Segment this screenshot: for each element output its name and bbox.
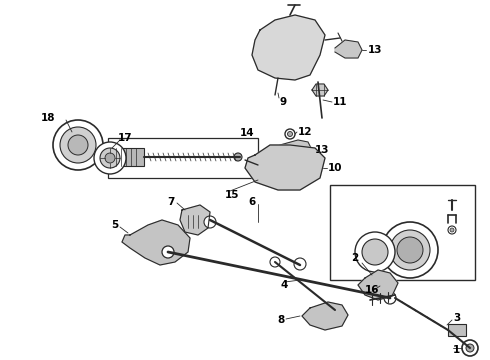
Text: 12: 12 — [298, 127, 313, 137]
Circle shape — [450, 228, 454, 232]
Text: 10: 10 — [328, 163, 343, 173]
Text: 17: 17 — [118, 133, 133, 143]
Bar — [112, 148, 144, 166]
Text: 3: 3 — [453, 313, 460, 323]
Text: 15: 15 — [225, 190, 240, 200]
Polygon shape — [335, 40, 362, 58]
Bar — [448, 324, 466, 336]
Circle shape — [466, 344, 474, 352]
Polygon shape — [252, 15, 325, 80]
Circle shape — [68, 135, 88, 155]
Polygon shape — [302, 302, 348, 330]
Circle shape — [285, 129, 295, 139]
Text: 9: 9 — [279, 97, 286, 107]
Bar — [108, 138, 258, 178]
Bar — [330, 185, 475, 280]
Text: 14: 14 — [240, 128, 255, 138]
Text: 13: 13 — [368, 45, 383, 55]
Text: 16: 16 — [365, 285, 379, 295]
Text: 6: 6 — [248, 197, 255, 207]
Polygon shape — [180, 205, 210, 235]
Polygon shape — [280, 140, 312, 158]
Circle shape — [273, 161, 287, 175]
Text: 18: 18 — [41, 113, 55, 123]
Circle shape — [266, 154, 294, 182]
Text: 11: 11 — [333, 97, 347, 107]
Circle shape — [382, 222, 438, 278]
Circle shape — [105, 153, 115, 163]
Text: 4: 4 — [280, 280, 287, 290]
Circle shape — [362, 239, 388, 265]
Circle shape — [234, 153, 242, 161]
Circle shape — [390, 230, 430, 270]
Text: 8: 8 — [278, 315, 285, 325]
Circle shape — [270, 257, 280, 267]
Circle shape — [162, 246, 174, 258]
Text: 5: 5 — [111, 220, 118, 230]
Text: 2: 2 — [351, 253, 359, 263]
Circle shape — [277, 42, 293, 58]
Text: 7: 7 — [168, 197, 175, 207]
Circle shape — [53, 120, 103, 170]
Circle shape — [204, 216, 216, 228]
Text: 1: 1 — [453, 345, 460, 355]
Circle shape — [294, 258, 306, 270]
Circle shape — [60, 127, 96, 163]
Circle shape — [288, 131, 293, 136]
Circle shape — [384, 292, 396, 304]
Polygon shape — [122, 220, 190, 265]
Circle shape — [397, 237, 423, 263]
Circle shape — [462, 340, 478, 356]
Circle shape — [448, 226, 456, 234]
Circle shape — [267, 32, 303, 68]
Polygon shape — [358, 270, 398, 300]
Polygon shape — [245, 145, 325, 190]
Circle shape — [355, 232, 395, 272]
Polygon shape — [312, 84, 328, 96]
Circle shape — [94, 142, 126, 174]
Circle shape — [330, 305, 340, 315]
Circle shape — [100, 148, 120, 168]
Text: 13: 13 — [315, 145, 329, 155]
